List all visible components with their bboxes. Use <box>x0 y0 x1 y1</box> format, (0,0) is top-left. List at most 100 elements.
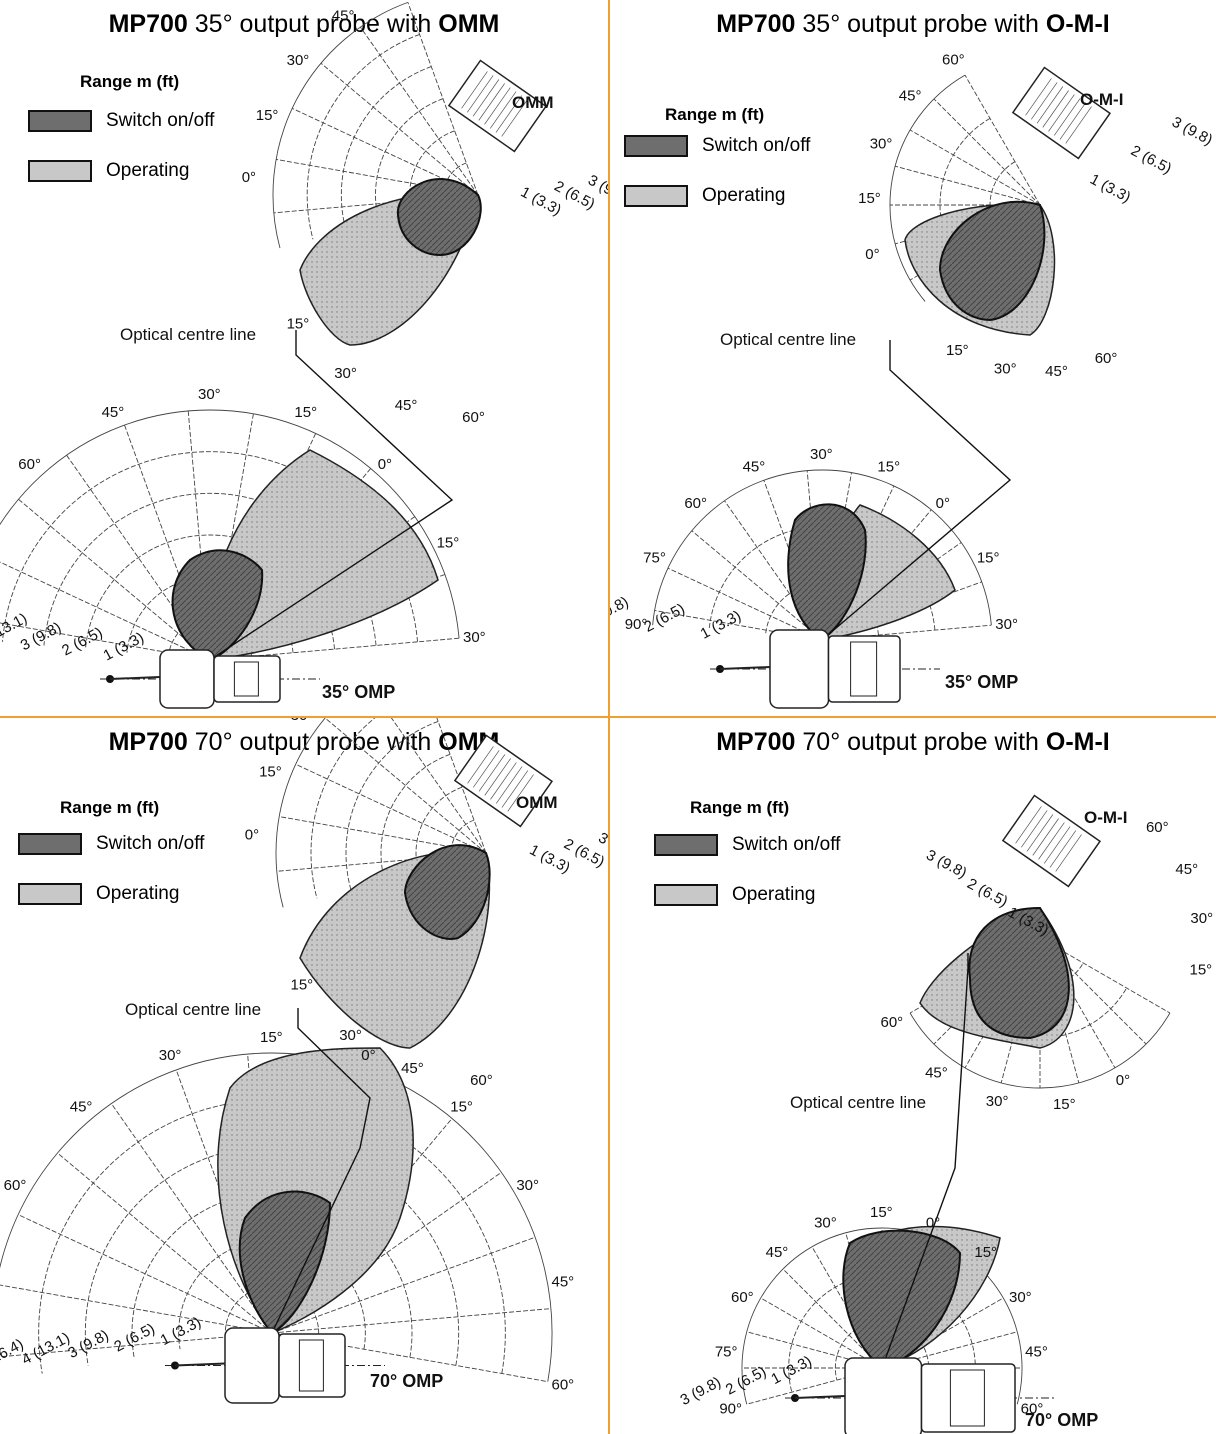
title-model: MP700 <box>108 728 188 756</box>
probe-angle-label: 60° <box>684 495 707 512</box>
receiver-angle-label: 30° <box>1190 910 1213 927</box>
probe-angle-label: 90° <box>625 616 648 633</box>
receiver-switch-envelope <box>968 906 1070 1040</box>
title-text: 70° output probe with <box>187 728 439 756</box>
panel-title: MP700 35° output probe with O-M-I <box>610 10 1216 39</box>
receiver-angle-label: 0° <box>242 169 256 186</box>
receiver-angle-label: 15° <box>256 107 279 124</box>
receiver-angle-label: 60° <box>462 409 485 426</box>
probe-angle-label: 30° <box>198 386 221 403</box>
probe-range-label: 3 (9.8) <box>677 1374 723 1409</box>
title-text: 70° output probe with <box>795 728 1046 756</box>
coverage-diagram: 1 (3.3)2 (6.5)3 (9.8)60°45°30°15°0°15°30… <box>677 794 1213 1434</box>
receiver-unit <box>1001 794 1102 888</box>
probe-angle-label: 90° <box>719 1400 742 1417</box>
probe-angle-label: 45° <box>743 459 766 476</box>
probe-angle-label: 60° <box>4 1177 27 1194</box>
legend-label-switch: Switch on/off <box>702 135 811 156</box>
legend-swatch-operating <box>18 883 82 905</box>
legend-label-switch: Switch on/off <box>732 834 841 855</box>
receiver-angle-label: 45° <box>1175 861 1198 878</box>
receiver-angle-label: 0° <box>245 827 259 844</box>
legend-switch: Switch on/off <box>28 110 214 132</box>
omp-label: 35° OMP <box>945 672 1018 692</box>
receiver-label: OMM <box>512 93 554 112</box>
panel-title: MP700 70° output probe with OMM <box>0 728 608 757</box>
probe-angle-label: 45° <box>552 1274 575 1291</box>
legend-label-operating: Operating <box>702 185 786 206</box>
panel-70-omm: MP700 70° output probe with OMM Range m (… <box>0 718 608 1434</box>
legend-operating: Operating <box>624 185 785 207</box>
omp-label: 35° OMP <box>322 682 395 702</box>
omp-label: 70° OMP <box>370 1371 443 1391</box>
receiver-angle-label: 30° <box>339 1027 362 1044</box>
optical-centre-line-label: Optical centre line <box>120 325 256 344</box>
receiver-range-label: 1 (3.3) <box>1087 171 1133 206</box>
receiver-switch-envelope <box>396 178 482 257</box>
probe-angle-label: 0° <box>378 456 392 473</box>
probe-angle-label: 15° <box>974 1244 997 1261</box>
receiver-angle-label: 0° <box>1116 1072 1130 1089</box>
probe-switch-envelope <box>842 1229 962 1370</box>
probe-angle-label: 45° <box>1025 1344 1048 1361</box>
probe-angle-label: 0° <box>361 1047 375 1064</box>
legend-switch: Switch on/off <box>624 135 810 157</box>
receiver-angle-label: 15° <box>291 976 314 993</box>
panel-title: MP700 70° output probe with O-M-I <box>610 728 1216 757</box>
legend-range-label: Range m (ft) <box>80 72 180 91</box>
probe-angle-label: 15° <box>977 550 1000 567</box>
legend-swatch-operating <box>28 160 92 182</box>
title-receiver: O-M-I <box>1045 728 1110 756</box>
optical-centre-line <box>821 340 1012 641</box>
probe-angle-label: 30° <box>516 1177 539 1194</box>
probe-angle-label: 45° <box>766 1244 789 1261</box>
receiver-angle-label: 45° <box>332 7 355 24</box>
receiver-angle-label: 30° <box>870 135 893 152</box>
probe-range-label: 2 (6.5) <box>111 1320 157 1355</box>
optical-centre-line-label: Optical centre line <box>720 330 856 349</box>
omp-label: 70° OMP <box>1025 1410 1098 1430</box>
legend-label-operating: Operating <box>96 883 180 904</box>
receiver-angle-label: 45° <box>925 1064 948 1081</box>
receiver-range-label: 2 (6.5) <box>1128 142 1174 177</box>
legend-operating: Operating <box>18 883 179 905</box>
receiver-angle-label: 60° <box>881 1014 904 1031</box>
coverage-diagram: 1 (3.3)2 (6.5)3 (9.8)60°45°30°15°0°15°30… <box>610 52 1215 709</box>
legend-swatch-switch <box>624 135 688 157</box>
panel-35-omm: MP700 35° output probe with OMM Range m (… <box>0 0 608 716</box>
receiver-angle-label: 15° <box>259 763 282 780</box>
title-model: MP700 <box>108 10 188 38</box>
receiver-angle-label: 60° <box>470 1072 493 1089</box>
receiver-angle-label: 45° <box>401 1060 424 1077</box>
omp-probe-unit <box>100 649 320 709</box>
probe-angle-label: 30° <box>814 1214 837 1231</box>
probe-angle-label: 15° <box>877 459 900 476</box>
receiver-range-label: 2 (6.5) <box>964 875 1010 910</box>
legend-switch: Switch on/off <box>18 833 204 855</box>
receiver-angle-label: 30° <box>986 1093 1009 1110</box>
receiver-unit <box>1011 66 1112 160</box>
probe-angle-label: 15° <box>437 534 460 551</box>
probe-angle-label: 60° <box>1021 1400 1044 1417</box>
probe-angle-label: 0° <box>936 495 950 512</box>
legend-range-label: Range m (ft) <box>665 105 765 124</box>
title-text: 35° output probe with <box>795 10 1046 38</box>
probe-angle-label: 15° <box>294 404 317 421</box>
legend-operating: Operating <box>28 160 189 182</box>
probe-angle-label: 75° <box>715 1344 738 1361</box>
legend-operating: Operating <box>654 884 815 906</box>
title-text: 35° output probe with <box>187 10 439 38</box>
receiver-range-label: 3 (9.8) <box>1169 113 1215 148</box>
probe-angle-label: 75° <box>643 550 666 567</box>
receiver-switch-envelope <box>403 844 491 940</box>
legend-swatch-switch <box>28 110 92 132</box>
probe-range-label: 2 (6.5) <box>641 600 687 635</box>
receiver-unit <box>453 734 554 828</box>
probe-range-label: 2 (6.5) <box>59 624 105 659</box>
legend-swatch-switch <box>18 833 82 855</box>
receiver-angle-label: 60° <box>942 52 965 69</box>
omp-probe-unit <box>785 1357 1055 1434</box>
probe-switch-envelope <box>238 1190 332 1335</box>
probe-angle-label: 30° <box>159 1047 182 1064</box>
optical-centre-line-label: Optical centre line <box>790 1093 926 1112</box>
